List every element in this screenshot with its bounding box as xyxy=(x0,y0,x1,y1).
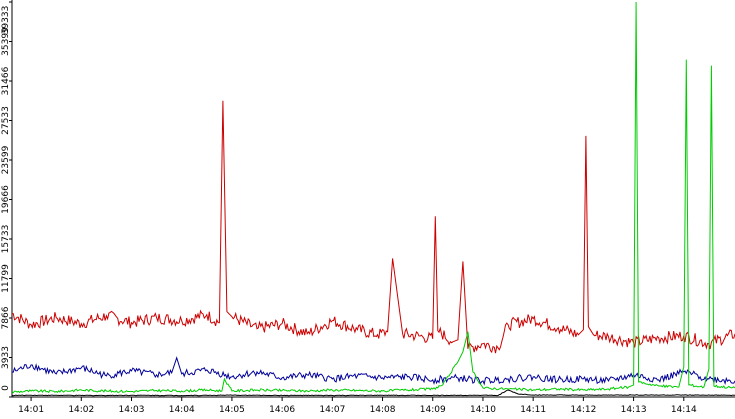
y-tick-label: 27533 xyxy=(1,106,11,135)
y-tick-label: 35399 xyxy=(1,27,11,56)
x-tick-label: 14:12 xyxy=(570,405,596,415)
x-tick-label: 14:01 xyxy=(18,405,44,415)
x-tick-label: 14:08 xyxy=(370,405,396,415)
y-tick-label: 0 xyxy=(1,385,11,391)
y-tick-label: 7866 xyxy=(1,306,11,329)
y-tick-label: 23599 xyxy=(1,145,11,174)
series-line-2 xyxy=(11,356,735,386)
x-axis: 14:01 14:02 14:03 14:04 14:05 14:06 14:07 14:08… xyxy=(12,396,735,415)
x-tick-label: 14:09 xyxy=(420,405,446,415)
x-tick-label: 14:14 xyxy=(671,405,697,415)
series-line-3 xyxy=(11,1,735,394)
x-tick-label: 14:07 xyxy=(319,405,345,415)
series-line-4 xyxy=(11,389,735,397)
plot-lines xyxy=(11,1,735,397)
x-tick-label: 14:10 xyxy=(470,405,496,415)
x-tick-label: 14:04 xyxy=(169,405,195,415)
x-tick-label: 14:03 xyxy=(119,405,145,415)
y-tick-label: 39333 xyxy=(1,6,11,35)
x-tick-label: 14:11 xyxy=(520,405,546,415)
y-tick-label: 3933 xyxy=(1,346,11,369)
series-line-1 xyxy=(11,100,735,354)
x-tick-label: 14:05 xyxy=(219,405,245,415)
y-tick-label: 19666 xyxy=(1,185,11,214)
y-tick-label: 31466 xyxy=(1,66,11,95)
y-tick-label: 15733 xyxy=(1,225,11,254)
x-tick-label: 14:06 xyxy=(269,405,295,415)
y-tick-label: 11799 xyxy=(1,264,11,293)
y-axis: 0 3933 7866 11799 15733 19666 23599 27533 31466 3… xyxy=(1,0,13,398)
x-tick-label: 14:13 xyxy=(621,405,647,415)
x-tick-label: 14:02 xyxy=(68,405,94,415)
